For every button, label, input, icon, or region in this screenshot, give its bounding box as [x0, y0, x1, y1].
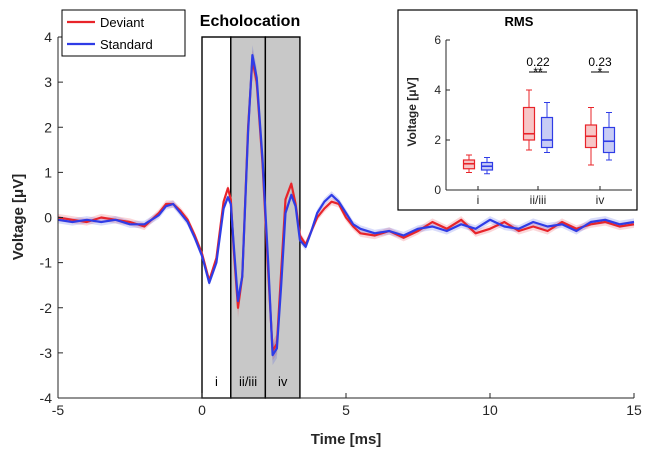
box-iqr: [522, 106, 536, 141]
series-line-deviant: [57, 58, 635, 352]
inset-y-tick-label: 4: [434, 83, 441, 97]
legend: Deviant Standard: [61, 9, 186, 57]
x-tick-label: 15: [626, 402, 642, 418]
main-axes: -5 0 5 10 15 -4 -3 -2 -1 0 1 2 3 4: [40, 29, 642, 418]
comparison-value: 0.23: [588, 55, 612, 69]
inset-chart: RMS 0 2 4 6 i ii/iii iv **0.22 *0.23 Voltage [μ…: [397, 9, 638, 211]
y-axis-label: Voltage [μV]: [10, 174, 27, 260]
x-tick-label: 10: [482, 402, 498, 418]
significance-stars: **: [533, 65, 543, 79]
boxplot-standard-i: [480, 157, 494, 175]
comparison-value: 0.22: [526, 55, 550, 69]
inset-y-axis-label: Voltage [μV]: [405, 77, 419, 146]
y-tick-label: 3: [44, 74, 52, 90]
inset-x-tick-label: ii/iii: [530, 193, 547, 207]
window-label: iv: [278, 374, 288, 389]
inset-x-tick-label: i: [477, 193, 480, 207]
x-axis-label: Time [ms]: [311, 431, 382, 448]
series-line-standard: [57, 54, 635, 357]
box-iqr: [602, 126, 616, 154]
box-iqr: [540, 116, 554, 149]
y-tick-label: -1: [40, 255, 53, 271]
x-tick-label: -5: [52, 402, 65, 418]
significance-stars: *: [598, 65, 603, 79]
x-tick-label: 0: [198, 402, 206, 418]
y-tick-label: 0: [44, 210, 52, 226]
inset-boxplots: [462, 89, 616, 175]
boxplot-deviant-iv: [584, 107, 598, 166]
window-label: i: [215, 374, 218, 389]
inset-annotations: **0.22 *0.23: [526, 55, 612, 79]
y-tick-label: 1: [44, 164, 52, 180]
window-label: ii/iii: [239, 374, 257, 389]
y-tick-label: -3: [40, 345, 53, 361]
inset-axes: 0 2 4 6 i ii/iii iv: [434, 33, 632, 207]
inset-y-tick-label: 2: [434, 133, 441, 147]
boxplot-deviant-i: [462, 154, 476, 173]
inset-title: RMS: [505, 14, 534, 29]
x-tick-label: 5: [342, 402, 350, 418]
boxplot-deviant-ii/iii: [522, 89, 536, 151]
legend-label-standard: Standard: [100, 37, 153, 52]
inset-x-tick-label: iv: [596, 193, 605, 207]
window-3: [264, 36, 301, 399]
boxplot-standard-iv: [602, 112, 616, 161]
legend-label-deviant: Deviant: [100, 15, 144, 30]
y-tick-label: 2: [44, 119, 52, 135]
inset-y-tick-label: 0: [434, 183, 441, 197]
y-tick-label: -2: [40, 300, 53, 316]
legend-box: [61, 9, 186, 57]
y-tick-label: -4: [40, 390, 53, 406]
boxplot-standard-ii/iii: [540, 102, 554, 153]
series-lines: [57, 54, 635, 357]
inset-y-tick-label: 6: [434, 33, 441, 47]
inset-frame: [397, 9, 638, 211]
y-tick-label: 4: [44, 29, 52, 45]
window-2: [230, 36, 267, 399]
main-title: Echolocation: [200, 13, 300, 30]
